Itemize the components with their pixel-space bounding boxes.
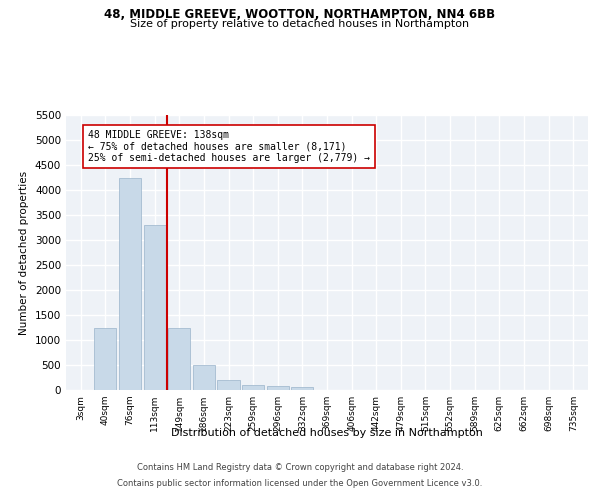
Bar (168, 328, 190, 390)
Bar (242, 385, 264, 390)
Bar (94, 328, 116, 390)
Y-axis label: Number of detached properties: Number of detached properties (19, 170, 29, 334)
Bar (217, 380, 239, 390)
Text: Distribution of detached houses by size in Northampton: Distribution of detached houses by size … (171, 428, 483, 438)
Bar (266, 386, 289, 390)
Text: Contains HM Land Registry data © Crown copyright and database right 2024.: Contains HM Land Registry data © Crown c… (137, 464, 463, 472)
Text: Contains public sector information licensed under the Open Government Licence v3: Contains public sector information licen… (118, 478, 482, 488)
Text: 48 MIDDLE GREEVE: 138sqm
← 75% of detached houses are smaller (8,171)
25% of sem: 48 MIDDLE GREEVE: 138sqm ← 75% of detach… (88, 130, 370, 163)
Bar (119, 178, 141, 390)
Bar (193, 365, 215, 390)
Bar (143, 225, 166, 390)
Text: Size of property relative to detached houses in Northampton: Size of property relative to detached ho… (130, 19, 470, 29)
Bar (291, 387, 313, 390)
Text: 48, MIDDLE GREEVE, WOOTTON, NORTHAMPTON, NN4 6BB: 48, MIDDLE GREEVE, WOOTTON, NORTHAMPTON,… (104, 8, 496, 20)
